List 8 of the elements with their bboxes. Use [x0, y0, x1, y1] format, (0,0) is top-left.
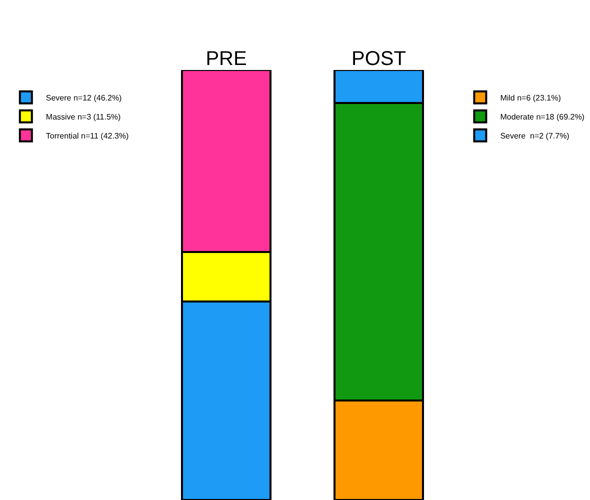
legend-label: Massive n=3 (11.5%) [46, 112, 122, 122]
legend-label: Mild n=6 (23.1%) [500, 94, 562, 103]
legend-label: Severe n=12 (46.2%) [46, 94, 122, 103]
x-tick-label: POST [352, 48, 406, 70]
x-tick-label: PRE [206, 48, 247, 70]
legend-label: Severe n=2 (7.7%) [500, 132, 570, 141]
legend-label: Torrential n=11 (42.3%) [46, 132, 130, 141]
legend-label: Moderate n=18 (69.2%) [500, 112, 585, 122]
